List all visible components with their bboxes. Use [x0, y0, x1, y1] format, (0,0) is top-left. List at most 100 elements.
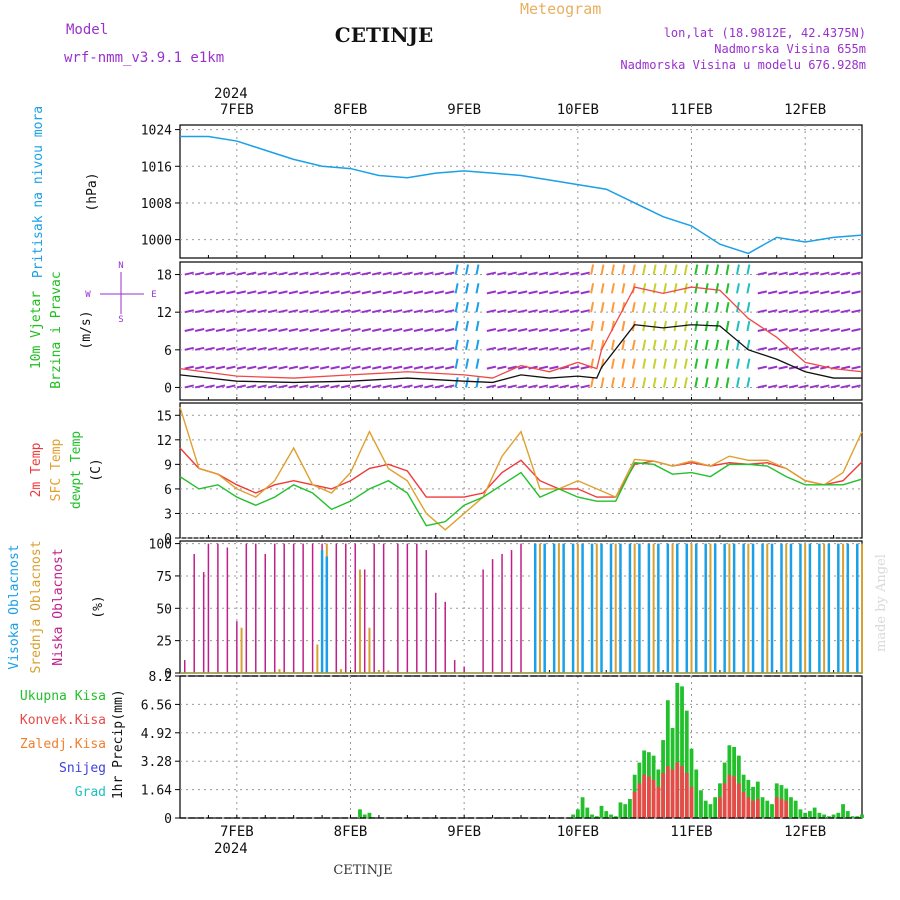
wind-arrow: [840, 346, 851, 351]
wind-arrow: [725, 320, 730, 332]
precip-bar: [680, 766, 684, 818]
precip-bar: [831, 814, 836, 818]
precip-bar: [594, 816, 599, 818]
precip-bar: [599, 805, 604, 818]
wind-arrow: [715, 301, 720, 313]
wind-arrow: [392, 309, 403, 314]
wind-arrow: [580, 328, 590, 332]
precip-bar: [646, 776, 651, 818]
precip-bar: [670, 769, 675, 818]
wind-arrow: [226, 328, 236, 332]
precip-bar: [689, 786, 694, 818]
wind-arrow: [538, 365, 549, 370]
wind-arrow: [319, 346, 330, 351]
wind-arrow: [445, 365, 455, 370]
wind-arrow: [621, 358, 626, 369]
wind-arrow: [507, 309, 517, 314]
wind-arrow: [778, 271, 788, 276]
temperature-frame: [179, 402, 863, 539]
wind-arrow: [382, 365, 392, 370]
wind-arrow: [497, 384, 507, 389]
wind-ylabel-2: Brzina i Pravac: [49, 271, 64, 388]
wind-arrow: [528, 271, 538, 276]
wind-arrow: [757, 346, 768, 351]
precip-bar: [746, 797, 751, 818]
wind-arrow: [663, 264, 668, 275]
wind-arrow: [507, 328, 517, 332]
temperature-ytick-label: 6: [164, 483, 172, 498]
wind-arrow: [673, 358, 678, 369]
wind-arrow: [600, 283, 605, 294]
precip-ytick-label: 4.92: [141, 727, 172, 742]
wind-ytick-label: 18: [156, 269, 172, 284]
wind-arrow: [768, 309, 778, 314]
wind-arrow: [778, 309, 788, 314]
wind-arrow: [465, 377, 470, 388]
precip-ytick-label: 3.28: [141, 755, 172, 770]
wind-arrow: [486, 290, 497, 295]
wind-arrow: [247, 328, 257, 332]
wind-arrow: [851, 328, 861, 332]
wind-arrow: [663, 377, 668, 388]
wind-arrow: [465, 264, 470, 275]
wind-arrow: [642, 358, 647, 369]
wind-arrow: [454, 320, 459, 332]
wind-arrow: [403, 365, 413, 370]
wind-arrow: [215, 328, 226, 332]
wind-arrow: [610, 358, 615, 369]
wind-arrow: [445, 309, 455, 314]
wind-arrow: [715, 264, 720, 275]
wind-arrow: [715, 377, 720, 388]
wind-arrow: [319, 384, 330, 389]
wind-arrow: [319, 271, 330, 276]
wind-arrow: [549, 309, 559, 314]
wind-arrow: [403, 384, 413, 389]
wind-arrow: [372, 365, 382, 370]
wind-arrow: [631, 339, 636, 351]
wind-arrow: [445, 290, 455, 295]
wind-arrow: [851, 365, 861, 370]
precip-bar: [713, 797, 718, 818]
wind-arrow: [673, 377, 678, 388]
wind-arrow: [392, 328, 403, 332]
wind-arrow: [299, 365, 309, 370]
wind-arrow: [247, 384, 257, 389]
pressure-frame: [179, 124, 863, 259]
wind-arrow: [226, 309, 236, 314]
wind-arrow: [746, 339, 751, 351]
wind-arrow: [663, 358, 668, 369]
wind-arrow: [580, 309, 590, 314]
wind-arrow: [610, 339, 615, 351]
wind-arrow: [580, 271, 590, 276]
wind-arrow: [725, 264, 730, 275]
wind-arrow: [372, 328, 382, 332]
wind-arrow: [851, 346, 861, 351]
precip-bar: [850, 816, 855, 818]
wind-arrow: [788, 365, 799, 370]
wind-arrow: [590, 264, 595, 275]
wind-arrow: [413, 328, 424, 332]
precip-bar: [765, 800, 770, 818]
wind-arrow: [236, 328, 247, 332]
wind-arrow: [735, 358, 740, 369]
wind-arrow: [768, 328, 778, 332]
cloud-ylabel: Srednja Oblacnost: [29, 540, 44, 673]
wind-arrow: [580, 346, 590, 351]
wind-arrow: [278, 346, 288, 351]
precip-bar: [358, 809, 362, 818]
wind-arrow: [694, 358, 699, 369]
wind-arrow: [683, 377, 688, 388]
wind-arrow: [413, 365, 424, 370]
wind-arrow: [465, 358, 470, 369]
wind-arrow: [570, 384, 580, 389]
wind-arrow: [538, 271, 549, 276]
precip-legend-entry: Grad: [75, 785, 106, 800]
wind-arrow: [299, 309, 309, 314]
precip-bar: [774, 797, 779, 818]
wind-arrow: [715, 339, 720, 351]
wind-arrow: [507, 384, 517, 389]
wind-arrow: [497, 271, 507, 276]
wind-arrow: [673, 339, 678, 351]
precip-bar: [741, 792, 746, 818]
precip-bar: [604, 811, 609, 818]
